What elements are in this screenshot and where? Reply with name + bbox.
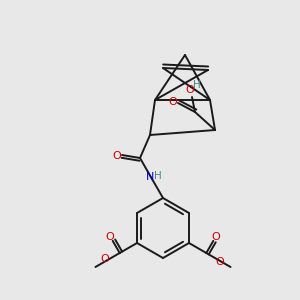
Text: O: O (212, 232, 220, 242)
Text: N: N (146, 172, 154, 182)
Text: O: O (186, 85, 194, 95)
Text: O: O (216, 257, 224, 267)
Text: O: O (106, 232, 115, 242)
Text: O: O (169, 97, 177, 107)
Text: H: H (154, 171, 162, 181)
Text: O: O (100, 254, 109, 264)
Text: O: O (112, 151, 122, 161)
Text: H: H (193, 80, 201, 90)
